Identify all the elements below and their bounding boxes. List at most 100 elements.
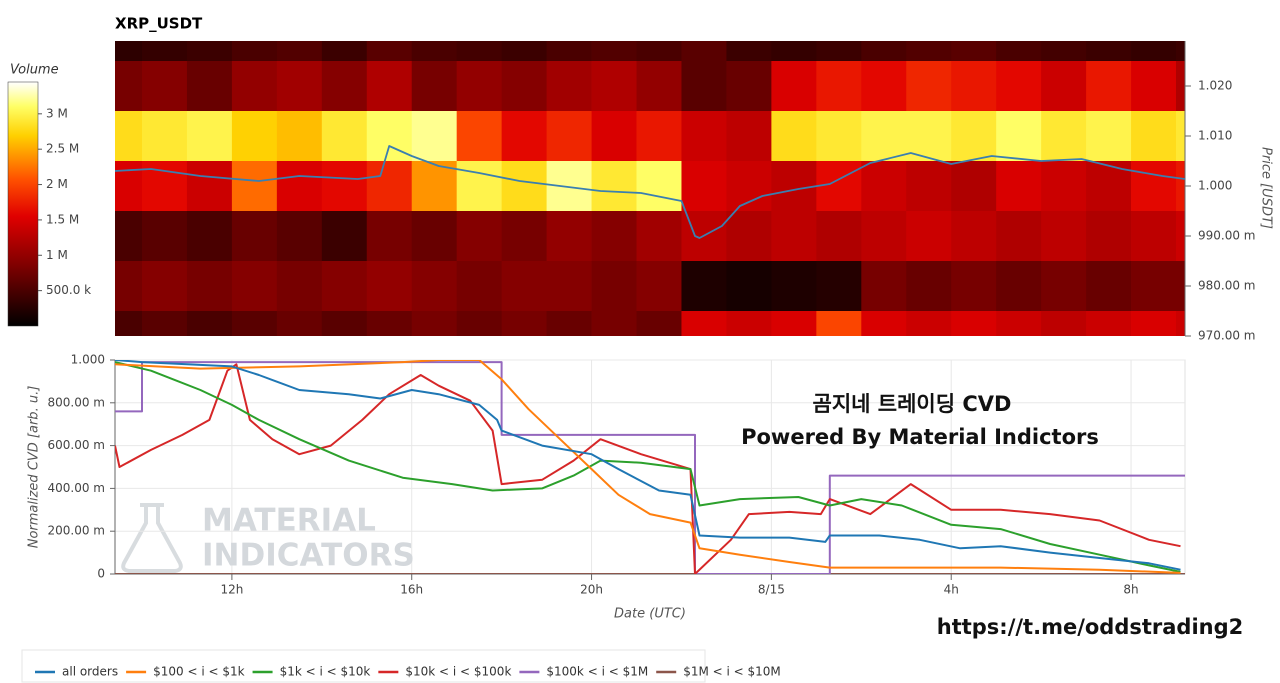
x-tick-label: 8/15 — [758, 583, 785, 597]
cvd-line — [115, 361, 1181, 573]
x-tick-label: 20h — [580, 583, 603, 597]
heatmap-cell — [906, 41, 952, 62]
heatmap-cell — [276, 261, 323, 312]
heatmap-cell — [726, 61, 772, 112]
heatmap-cell — [951, 161, 997, 212]
heatmap-cell — [366, 41, 413, 62]
heatmap-cell — [366, 161, 413, 212]
heatmap-cell — [771, 311, 817, 336]
colorbar-tick-label: 1.5 M — [46, 212, 79, 226]
legend-item[interactable]: $1M < i < $10M — [656, 665, 781, 679]
heatmap-cell — [501, 211, 547, 262]
heatmap-cell — [411, 111, 458, 162]
heatmap-cell — [321, 311, 368, 336]
y-axis-label: Price [USDT] — [1259, 147, 1274, 229]
y-tick-label: 0 — [97, 567, 105, 581]
heatmap-cell — [996, 61, 1042, 112]
heatmap-cell — [996, 211, 1042, 262]
heatmap-cell — [996, 311, 1042, 336]
y-tick-label: 600.00 m — [48, 438, 106, 452]
heatmap-cell — [141, 61, 188, 112]
cvd-line — [115, 360, 1181, 574]
heatmap-cell — [861, 111, 907, 162]
heatmap-cell — [816, 211, 862, 262]
colorbar-tick-label: 2 M — [46, 177, 68, 191]
heatmap-cell — [456, 211, 503, 262]
cvd-line — [115, 361, 1185, 574]
x-tick-label: 4h — [944, 583, 959, 597]
heatmap-cell — [1176, 111, 1185, 162]
heatmap-cell — [1176, 261, 1185, 312]
heatmap-cell — [276, 41, 323, 62]
heatmap-cell — [1176, 41, 1185, 62]
legend-item[interactable]: $1k < i < $10k — [252, 665, 371, 679]
legend-label: all orders — [62, 665, 118, 679]
x-tick-label: 8h — [1123, 583, 1138, 597]
cvd-line — [115, 363, 1181, 574]
heatmap-cell — [591, 41, 637, 62]
heatmap-cell — [1041, 261, 1087, 312]
heatmap-cell — [816, 161, 862, 212]
legend-item[interactable]: $100k < i < $1M — [519, 665, 648, 679]
legend-item[interactable]: $10k < i < $100k — [378, 665, 511, 679]
legend-item[interactable]: $100 < i < $1k — [126, 665, 245, 679]
heatmap-cell — [411, 261, 458, 312]
heatmap-cell — [115, 161, 143, 212]
heatmap-cell — [636, 61, 682, 112]
heatmap-cell — [816, 61, 862, 112]
heatmap-cell — [231, 211, 278, 262]
heatmap-cell — [951, 41, 997, 62]
heatmap-cell — [591, 161, 637, 212]
heatmap-cell — [861, 311, 907, 336]
legend-item[interactable]: all orders — [35, 665, 118, 679]
heatmap-cell — [591, 261, 637, 312]
heatmap-cell — [456, 261, 503, 312]
heatmap-cell — [636, 311, 682, 336]
heatmap-cell — [1041, 41, 1087, 62]
y-tick-label: 980.00 m — [1198, 279, 1256, 293]
heatmap-cell — [1086, 111, 1132, 162]
heatmap-cell — [906, 261, 952, 312]
cvd-line — [115, 360, 1181, 571]
heatmap-cell — [141, 211, 188, 262]
heatmap-cell — [321, 41, 368, 62]
y-tick-label: 1.000 — [71, 353, 105, 367]
colorbar-tick-label: 500.0 k — [46, 283, 91, 297]
heatmap-cell — [771, 261, 817, 312]
y-tick-label: 200.00 m — [48, 524, 106, 538]
heatmap-cell — [906, 161, 952, 212]
legend-label: $1M < i < $10M — [683, 665, 781, 679]
x-tick-label: 12h — [220, 583, 243, 597]
legend-label: $1k < i < $10k — [280, 665, 371, 679]
heatmap-cell — [591, 111, 637, 162]
annotation: Powered By Material Indictors — [741, 425, 1099, 449]
watermark-icon — [121, 503, 183, 573]
watermark-text: INDICATORS — [202, 538, 415, 574]
heatmap-cell — [456, 311, 503, 336]
link[interactable]: https://t.me/oddstrading2 — [937, 615, 1244, 639]
heatmap-cell — [276, 111, 323, 162]
heatmap-cell — [681, 41, 727, 62]
heatmap-cell — [276, 61, 323, 112]
heatmap-cell — [681, 261, 727, 312]
heatmap-cell — [816, 41, 862, 62]
heatmap-cell — [861, 161, 907, 212]
heatmap-cell — [141, 261, 188, 312]
heatmap-cell — [186, 311, 233, 336]
heatmap-cell — [681, 311, 727, 336]
colorbar-tick-label: 2.5 M — [46, 142, 79, 156]
heatmap-cell — [951, 61, 997, 112]
legend-label: $100k < i < $1M — [546, 665, 648, 679]
y-tick-label: 400.00 m — [48, 481, 106, 495]
heatmap-cell — [546, 61, 592, 112]
heatmap-cell — [546, 161, 592, 212]
y-tick-label: 1.020 — [1198, 79, 1232, 93]
heatmap-cell — [771, 211, 817, 262]
heatmap-cell — [456, 41, 503, 62]
heatmap-cell — [1086, 311, 1132, 336]
heatmap-cell — [276, 311, 323, 336]
heatmap-cell — [951, 111, 997, 162]
y-tick-label: 990.00 m — [1198, 229, 1256, 243]
heatmap-cell — [501, 61, 547, 112]
heatmap-cell — [321, 261, 368, 312]
